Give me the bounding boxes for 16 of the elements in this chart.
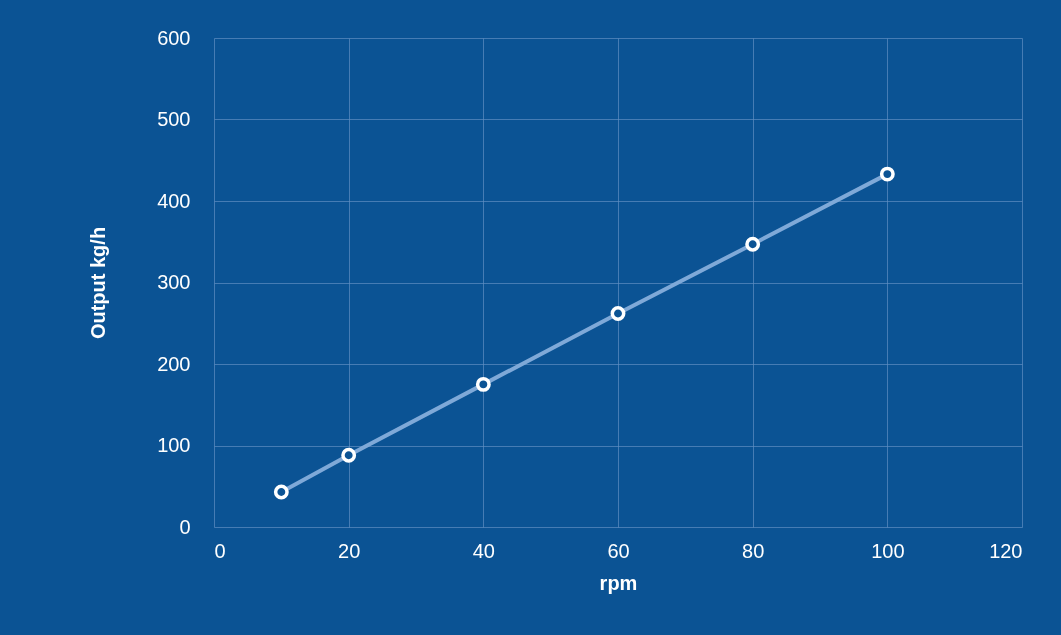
y-tick-label: 500 — [157, 108, 191, 130]
x-tick-label: 100 — [871, 539, 905, 562]
x-tick-label: 0 — [214, 539, 226, 562]
x-tick-label: 60 — [607, 539, 630, 562]
x-tick-label: 40 — [472, 539, 495, 562]
y-tick-label: 0 — [179, 515, 191, 538]
x-tick-label: 20 — [338, 539, 361, 562]
y-tick-label: 400 — [157, 189, 191, 212]
y-tick-label: 200 — [157, 352, 191, 375]
x-axis-title: rpm — [599, 571, 638, 594]
x-tick-label: 80 — [742, 539, 765, 562]
x-tick-label: 120 — [989, 539, 1023, 562]
y-tick-label: 600 — [157, 26, 191, 49]
y-axis-title: Output kg/h — [87, 226, 110, 340]
y-tick-label: 300 — [157, 271, 191, 293]
y-tick-label: 100 — [157, 434, 191, 456]
